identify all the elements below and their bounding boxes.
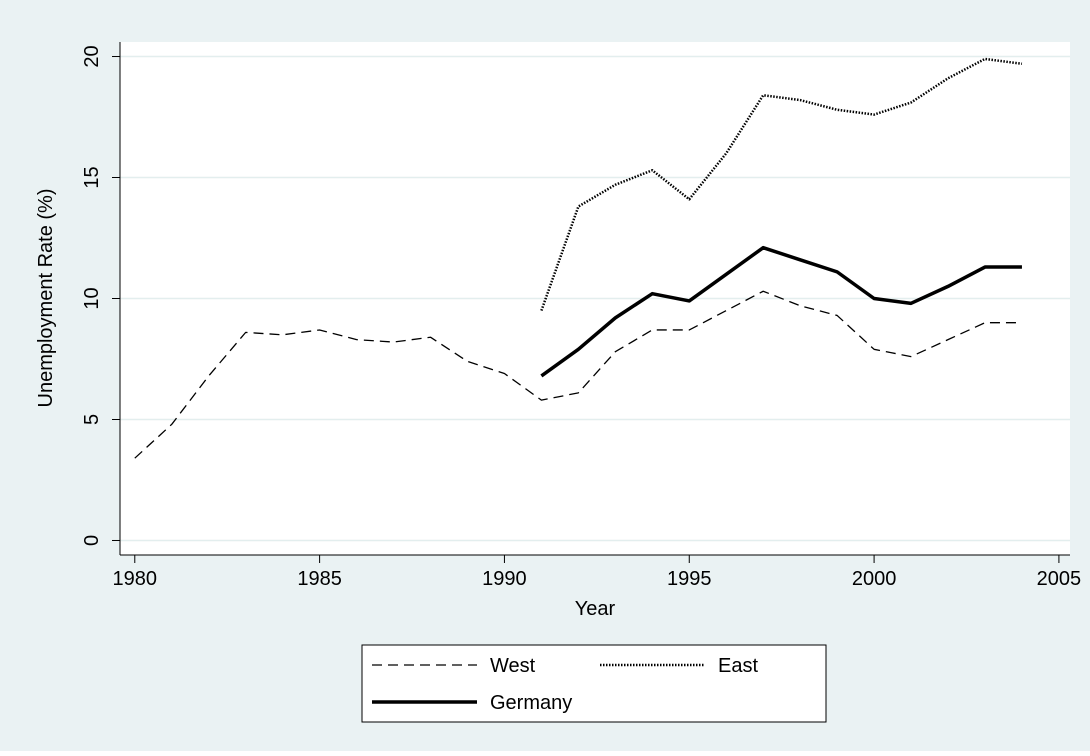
x-tick-label: 2000 [852,568,897,590]
x-tick-label: 1995 [667,568,712,590]
y-axis-label: Unemployment Rate (%) [35,189,57,408]
y-tick-label: 5 [81,414,103,425]
legend-label: West [490,655,536,677]
y-tick-label: 20 [81,45,103,67]
series-line [540,57,1023,312]
x-tick-label: 1990 [482,568,527,590]
series-line [540,245,1022,378]
x-axis-label: Year [575,598,616,620]
x-tick-label: 1980 [113,568,158,590]
legend-label: East [718,655,758,677]
y-tick-label: 15 [81,166,103,188]
series-line [134,290,1022,459]
legend-label: Germany [490,692,572,714]
y-tick-label: 10 [81,287,103,309]
legend-box [361,644,827,723]
x-tick-label: 2005 [1037,568,1082,590]
y-tick-label: 0 [81,535,103,546]
x-tick-label: 1985 [297,568,342,590]
